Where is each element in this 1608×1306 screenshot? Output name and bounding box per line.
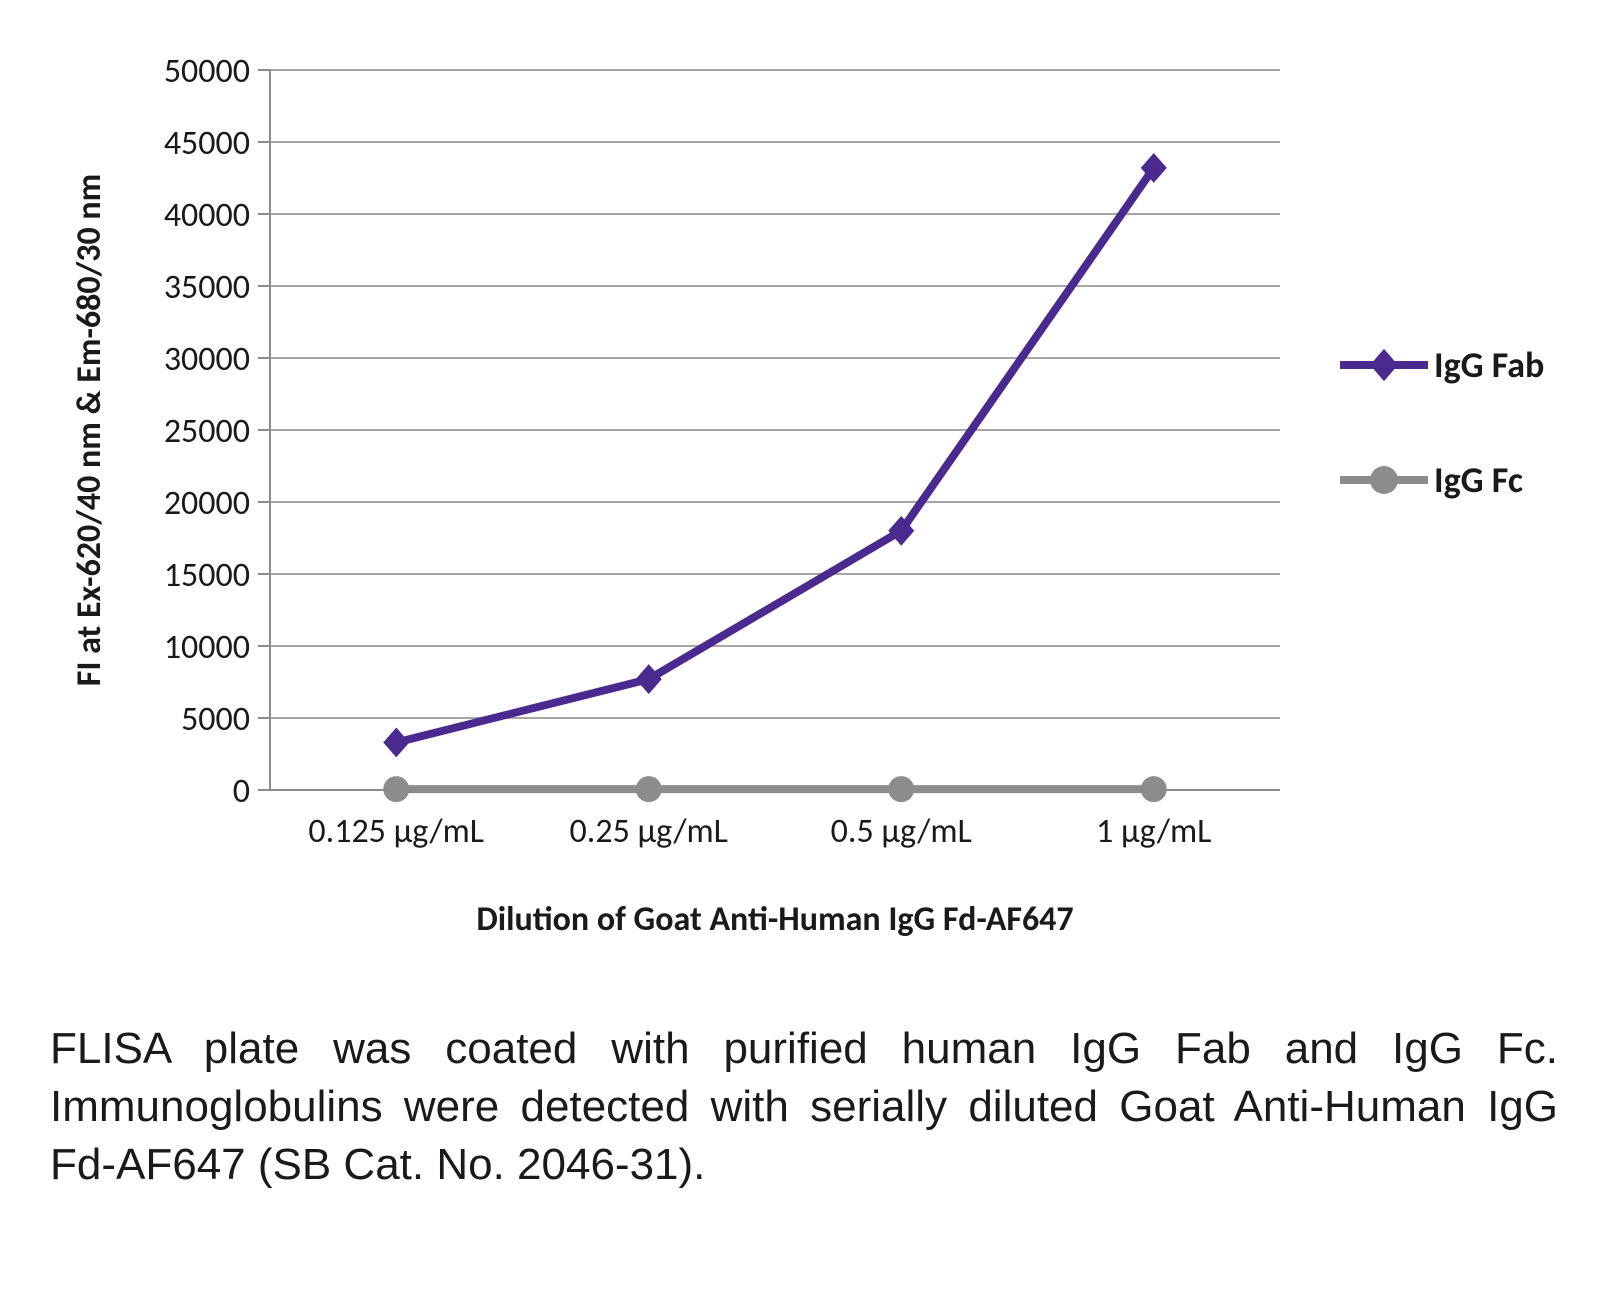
svg-text:IgG Fc: IgG Fc (1434, 458, 1523, 502)
svg-text:50000: 50000 (164, 51, 250, 92)
svg-text:20000: 20000 (164, 483, 250, 524)
svg-text:40000: 40000 (164, 195, 250, 236)
page-root: 0 5000 10000 15000 20000 25000 30000 35000 40000… (0, 0, 1608, 1306)
chart-container: 0 5000 10000 15000 20000 25000 30000 35000 40000… (40, 30, 1568, 990)
svg-text:IgG Fab: IgG Fab (1434, 343, 1544, 387)
svg-text:5000: 5000 (181, 699, 250, 740)
figure-caption: FLISA plate was coated with purified hum… (40, 1020, 1568, 1194)
svg-text:0: 0 (233, 771, 250, 812)
svg-text:FI at Ex-620/40 nm & Em-680/30: FI at Ex-620/40 nm & Em-680/30 nm (69, 174, 110, 687)
svg-text:10000: 10000 (164, 627, 250, 668)
svg-text:25000: 25000 (164, 411, 250, 452)
svg-text:0.5 µg/mL: 0.5 µg/mL (831, 811, 972, 852)
svg-text:0.25 µg/mL: 0.25 µg/mL (570, 811, 728, 852)
svg-text:35000: 35000 (164, 267, 250, 308)
svg-text:Dilution of Goat Anti-Human Ig: Dilution of Goat Anti-Human IgG Fd-AF647 (476, 899, 1073, 940)
svg-text:45000: 45000 (164, 123, 250, 164)
svg-text:15000: 15000 (164, 555, 250, 596)
svg-text:1 µg/mL: 1 µg/mL (1096, 811, 1211, 852)
svg-text:30000: 30000 (164, 339, 250, 380)
svg-text:0.125 µg/mL: 0.125 µg/mL (308, 811, 484, 852)
flisa-line-chart: 0 5000 10000 15000 20000 25000 30000 35000 40000… (40, 30, 1568, 990)
